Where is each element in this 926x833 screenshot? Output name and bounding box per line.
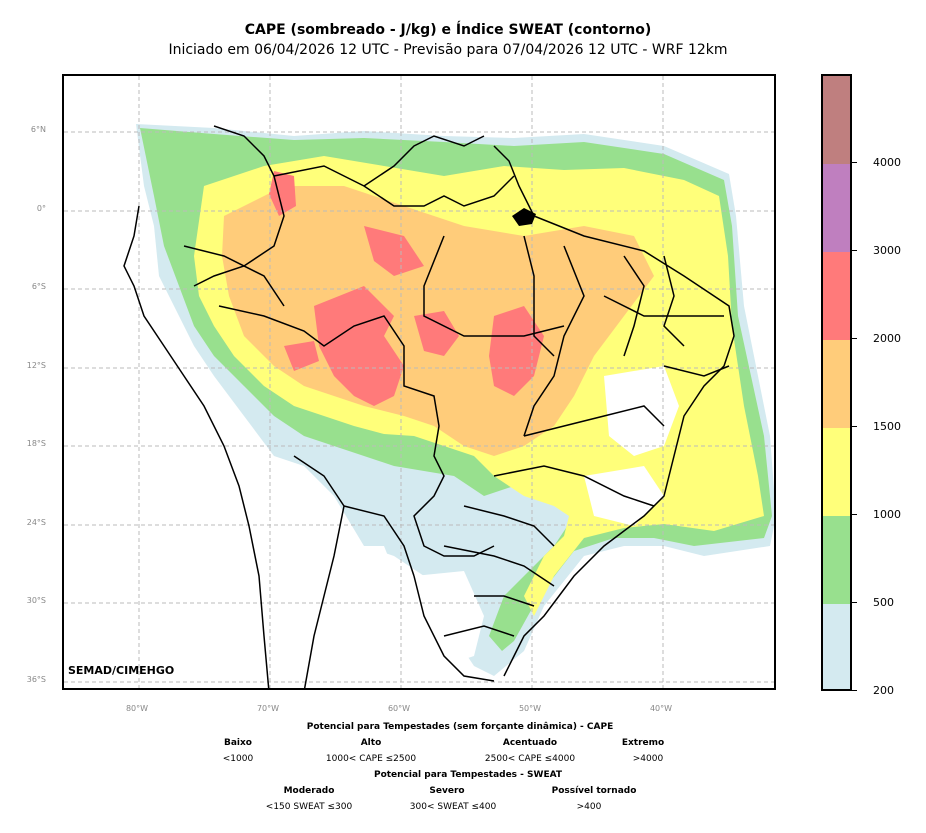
cape-cat-range: 2500< CAPE ≤4000 bbox=[484, 754, 576, 764]
colorbar-tick bbox=[852, 250, 857, 251]
lon-label-60w: 60°W bbox=[387, 704, 411, 713]
colorbar-label-1000: 1000 bbox=[873, 508, 901, 521]
sweat-cat-range: 300< SWEAT ≤400 bbox=[409, 802, 497, 812]
colorbar-tick bbox=[852, 602, 857, 603]
colorbar-segment-200-500 bbox=[823, 604, 850, 689]
sweat-cat-range: <150 SWEAT ≤300 bbox=[265, 802, 353, 812]
map-title: CAPE (sombreado - J/kg) e Índice SWEAT (… bbox=[244, 22, 652, 38]
sweat-legend-header: Potencial para Tempestades - SWEAT bbox=[373, 770, 563, 780]
graticule bbox=[64, 76, 774, 688]
lat-label-0: 0° bbox=[36, 204, 46, 213]
colorbar-segment-1500-2000 bbox=[823, 340, 850, 428]
colorbar-label-200: 200 bbox=[873, 684, 894, 697]
sweat-cat-name: Severo bbox=[429, 786, 465, 796]
colorbar-segment-500-1000 bbox=[823, 516, 850, 604]
cape-cat-name: Extremo bbox=[621, 738, 665, 748]
map-canvas bbox=[64, 76, 774, 688]
sweat-cat-name: Possível tornado bbox=[551, 786, 637, 796]
lat-label-12s: 12°S bbox=[26, 361, 46, 370]
colorbar-tick bbox=[852, 690, 857, 691]
cape-cat-range: <1000 bbox=[222, 754, 254, 764]
credit-label: SEMAD/CIMEHGO bbox=[68, 664, 175, 677]
lon-label-50w: 50°W bbox=[518, 704, 542, 713]
sweat-cat-name: Moderado bbox=[283, 786, 335, 796]
colorbar-segment-4000-plus bbox=[823, 76, 850, 164]
colorbar-tick bbox=[852, 514, 857, 515]
lat-label-24s: 24°S bbox=[26, 518, 46, 527]
lat-label-36s: 36°S bbox=[26, 675, 46, 684]
lon-label-70w: 70°W bbox=[256, 704, 280, 713]
cape-legend-header: Potencial para Tempestades (sem forçante… bbox=[306, 722, 614, 732]
lat-label-18s: 18°S bbox=[26, 439, 46, 448]
colorbar-tick bbox=[852, 162, 857, 163]
sweat-cat-range: >400 bbox=[576, 802, 602, 812]
colorbar-segment-1000-1500 bbox=[823, 428, 850, 516]
cape-cat-range: 1000< CAPE ≤2500 bbox=[325, 754, 417, 764]
cape-cat-range: >4000 bbox=[632, 754, 664, 764]
colorbar-segment-3000-4000 bbox=[823, 164, 850, 252]
colorbar-tick bbox=[852, 426, 857, 427]
colorbar-label-500: 500 bbox=[873, 596, 894, 609]
lat-label-6s: 6°S bbox=[31, 282, 46, 291]
cape-cat-name: Alto bbox=[360, 738, 382, 748]
colorbar bbox=[821, 74, 852, 691]
cape-cat-name: Baixo bbox=[223, 738, 252, 748]
cape-shading bbox=[64, 124, 774, 688]
lon-label-40w: 40°W bbox=[649, 704, 673, 713]
amazon-delta-outline bbox=[512, 208, 536, 226]
map-subtitle: Iniciado em 06/04/2026 12 UTC - Previsão… bbox=[168, 42, 728, 58]
colorbar-segment-2000-3000 bbox=[823, 252, 850, 340]
colorbar-label-3000: 3000 bbox=[873, 244, 901, 257]
political-borders bbox=[123, 125, 735, 688]
colorbar-label-2000: 2000 bbox=[873, 332, 901, 345]
map-panel bbox=[62, 74, 776, 690]
lon-label-80w: 80°W bbox=[125, 704, 149, 713]
colorbar-tick bbox=[852, 338, 857, 339]
cape-cat-name: Acentuado bbox=[502, 738, 558, 748]
colorbar-label-1500: 1500 bbox=[873, 420, 901, 433]
colorbar-label-4000: 4000 bbox=[873, 156, 901, 169]
lat-label-30s: 30°S bbox=[26, 596, 46, 605]
lat-label-6n: 6°N bbox=[30, 125, 46, 134]
